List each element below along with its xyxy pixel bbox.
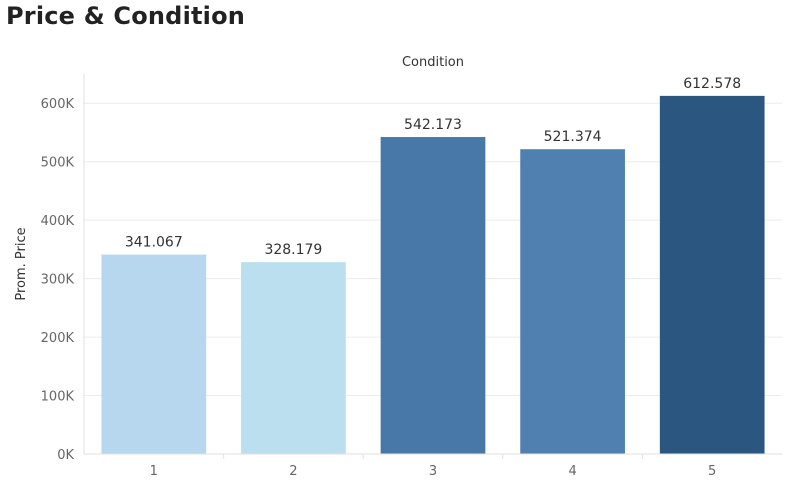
y-tick-label: 600K <box>41 97 75 112</box>
y-tick-label: 500K <box>41 156 75 171</box>
data-label: 612.578 <box>683 76 741 92</box>
y-tick-label: 200K <box>41 331 75 346</box>
bar-3[interactable] <box>380 137 486 454</box>
x-axis-title: Condition <box>402 55 464 70</box>
x-tick-label: 4 <box>568 464 576 479</box>
y-tick-label: 0K <box>57 448 74 463</box>
y-axis: 0K 100K 200K 300K 400K 500K 600K <box>41 74 85 463</box>
bar-2[interactable] <box>241 262 346 454</box>
x-tick-label: 2 <box>289 464 297 479</box>
y-tick-label: 400K <box>41 214 75 229</box>
bar-4[interactable] <box>520 149 625 455</box>
y-tick-label: 100K <box>41 390 75 405</box>
page-title: Price & Condition <box>6 2 246 30</box>
x-tick-label: 1 <box>150 464 158 479</box>
bar-5[interactable] <box>659 95 765 455</box>
data-label: 521.374 <box>544 129 602 145</box>
y-tick-label: 300K <box>41 273 75 288</box>
x-axis: 1 2 3 4 5 <box>84 453 782 479</box>
data-label: 542.173 <box>404 117 462 133</box>
x-tick-label: 5 <box>708 464 716 479</box>
x-tick-label: 3 <box>429 464 437 479</box>
y-axis-title: Prom. Price <box>14 227 29 300</box>
bar-1[interactable] <box>101 254 207 454</box>
data-label: 328.179 <box>264 242 322 258</box>
bar-layer: 341.067 328.179 542.173 521.374 612.578 <box>101 76 765 455</box>
data-label: 341.067 <box>125 235 183 251</box>
